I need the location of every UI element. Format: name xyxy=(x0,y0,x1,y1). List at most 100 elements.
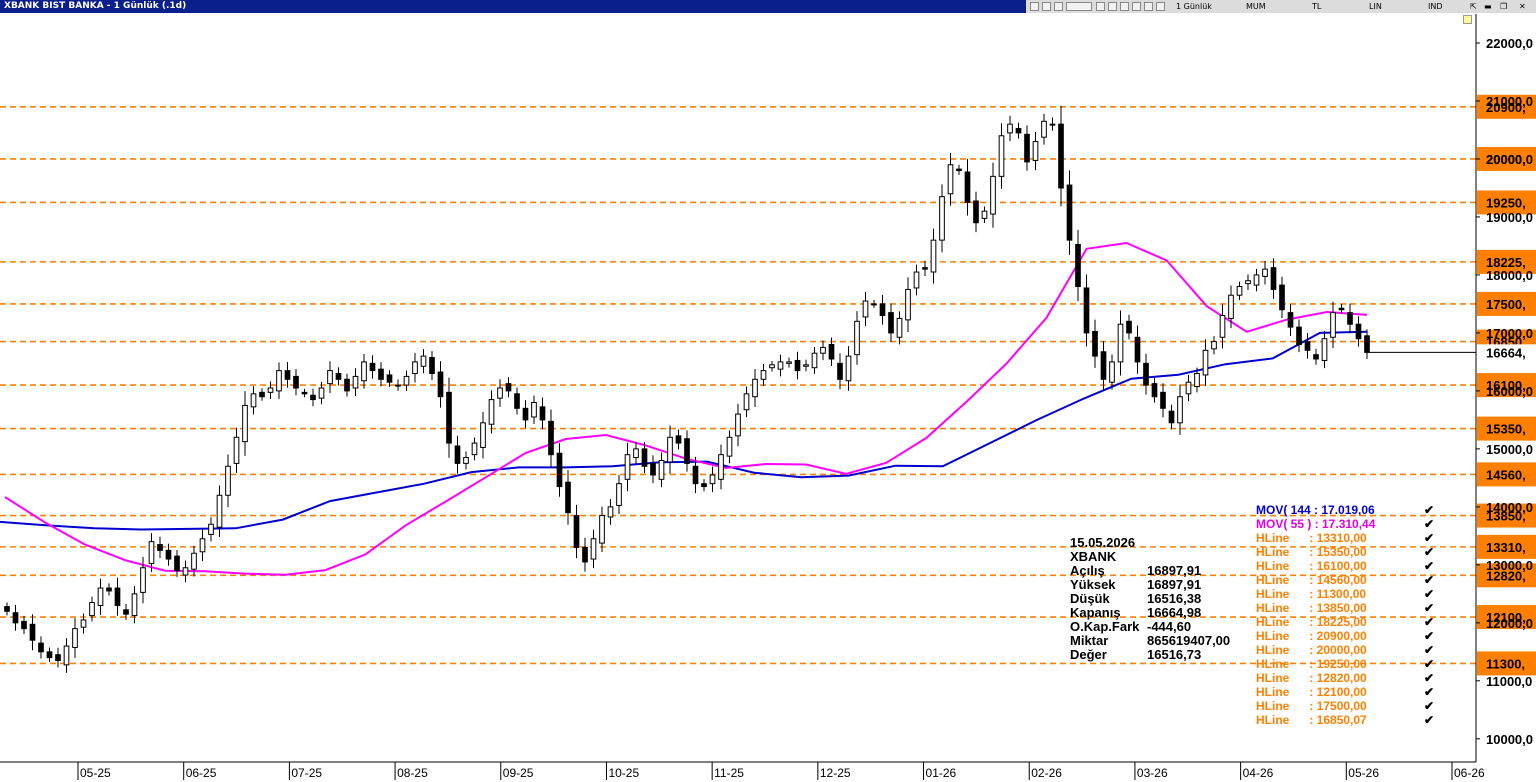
period-selector[interactable]: 1 Günlük xyxy=(1176,2,1212,11)
info-label-value: Değer xyxy=(1070,647,1107,662)
hline-label-bg xyxy=(1477,651,1536,676)
legend-check-icon[interactable]: ✔ xyxy=(1424,545,1435,559)
text-icon[interactable] xyxy=(1144,2,1153,11)
y-tick-label: 11000,0 xyxy=(1486,674,1532,689)
legend-check-icon[interactable]: ✔ xyxy=(1424,517,1435,531)
candle-up xyxy=(1049,123,1056,126)
candle-down xyxy=(310,394,316,401)
hline-label: 18225, xyxy=(1486,255,1526,270)
legend-check-icon[interactable]: ✔ xyxy=(1424,699,1435,713)
pin-icon[interactable]: ⇱ xyxy=(1470,2,1477,11)
candle-down xyxy=(344,378,350,392)
candle-up xyxy=(820,346,826,354)
legend-check-icon[interactable]: ✔ xyxy=(1424,601,1435,615)
legend-check-icon[interactable]: ✔ xyxy=(1424,657,1435,671)
zoom-icon[interactable] xyxy=(1096,2,1105,11)
copy-icon[interactable] xyxy=(1030,2,1039,11)
candle-down xyxy=(259,391,265,398)
candle-up xyxy=(89,602,95,617)
candle-down xyxy=(565,481,571,514)
candle-down xyxy=(879,303,886,317)
candle-down xyxy=(1134,336,1141,363)
y-tick-label: 16000,0 xyxy=(1486,384,1533,399)
legend-check-icon[interactable]: ✔ xyxy=(1424,629,1435,643)
candle-up xyxy=(225,465,231,496)
candle-down xyxy=(1270,267,1277,290)
hline-label: 20000, xyxy=(1486,152,1526,167)
draw-icon[interactable] xyxy=(1066,2,1092,11)
candle-up xyxy=(786,361,792,364)
candle-up xyxy=(930,239,937,273)
legend-check-icon[interactable]: ✔ xyxy=(1424,671,1435,685)
legend-check-icon[interactable]: ✔ xyxy=(1424,685,1435,699)
settings-icon[interactable] xyxy=(1042,2,1051,11)
candle-up xyxy=(1228,294,1234,319)
minimize-icon[interactable]: ▬ xyxy=(1484,2,1492,11)
candle-up xyxy=(1194,373,1200,388)
candle-down xyxy=(4,606,10,612)
restore-icon[interactable]: ❐ xyxy=(1500,2,1508,11)
x-tick-label: 07-25 xyxy=(291,766,322,780)
candle-down xyxy=(828,344,835,360)
candle-up xyxy=(182,567,189,576)
info-date: 15.05.2026 xyxy=(1070,535,1136,550)
currency-selector[interactable]: TL xyxy=(1312,2,1322,11)
candle-down xyxy=(641,448,648,467)
candle-up xyxy=(769,364,775,369)
candle-up xyxy=(63,645,70,666)
info-symbol: XBANK xyxy=(1070,549,1117,564)
legend-entry: HLine : 16850,07 xyxy=(1256,713,1367,727)
candle-down xyxy=(1296,326,1302,346)
close-icon[interactable]: ✕ xyxy=(1519,2,1526,11)
info-value-low: 16516,38 xyxy=(1147,591,1202,606)
candle-down xyxy=(1075,243,1081,288)
candle-down xyxy=(293,375,299,389)
legend-check-icon[interactable]: ✔ xyxy=(1424,615,1435,629)
candle-up xyxy=(1262,268,1268,277)
pencil-icon[interactable] xyxy=(1120,2,1129,11)
info-value-close: 16664,98 xyxy=(1147,605,1202,620)
indicator-selector[interactable]: IND xyxy=(1428,2,1443,11)
legend-entry: HLine : 12820,00 xyxy=(1256,671,1367,685)
hline-label: 12100, xyxy=(1486,610,1526,625)
legend-check-icon[interactable]: ✔ xyxy=(1424,573,1435,587)
legend-entry: HLine : 19250,00 xyxy=(1256,657,1367,671)
legend-check-icon[interactable]: ✔ xyxy=(1424,559,1435,573)
hline-label-bg xyxy=(1477,462,1536,487)
dropdown-icon[interactable] xyxy=(1156,2,1165,11)
y-tick-label: 19000,0 xyxy=(1486,210,1533,225)
candle-down xyxy=(335,373,342,380)
candle-down xyxy=(1355,323,1362,340)
candle-up xyxy=(250,393,257,408)
legend-check-icon[interactable]: ✔ xyxy=(1424,587,1435,601)
legend-check-icon[interactable]: ✔ xyxy=(1424,531,1435,545)
yellow-marker xyxy=(1463,15,1472,24)
scale-selector[interactable]: LIN xyxy=(1369,2,1382,11)
candle-up xyxy=(1117,323,1124,363)
y-tick-label: 17000,0 xyxy=(1486,326,1533,341)
legend-check-icon[interactable]: ✔ xyxy=(1424,713,1435,727)
candle-up xyxy=(709,474,716,485)
info-value-value: 16516,73 xyxy=(1147,647,1202,662)
candle-down xyxy=(454,445,461,464)
info-label-change: O.Kap.Fark xyxy=(1070,619,1140,634)
crosshair-icon[interactable] xyxy=(1108,2,1117,11)
candle-down xyxy=(106,587,112,592)
x-tick-label: 04-26 xyxy=(1243,766,1274,780)
candle-up xyxy=(871,303,877,306)
legend-entry: HLine : 13310,00 xyxy=(1256,531,1367,545)
candle-up xyxy=(599,515,605,544)
candle-down xyxy=(1015,128,1022,134)
line-icon[interactable] xyxy=(1132,2,1141,11)
candle-down xyxy=(701,483,707,488)
chart-style-selector[interactable]: MUM xyxy=(1246,2,1266,11)
legend-check-icon[interactable]: ✔ xyxy=(1424,503,1435,517)
candle-up xyxy=(233,436,240,464)
candle-up xyxy=(216,494,223,528)
template-icon[interactable] xyxy=(1054,2,1063,11)
legend-entry: HLine : 13850,00 xyxy=(1256,601,1367,615)
hline-label: 11300, xyxy=(1486,656,1525,671)
legend-check-icon[interactable]: ✔ xyxy=(1424,643,1435,657)
hline-label: 15350, xyxy=(1486,422,1526,437)
